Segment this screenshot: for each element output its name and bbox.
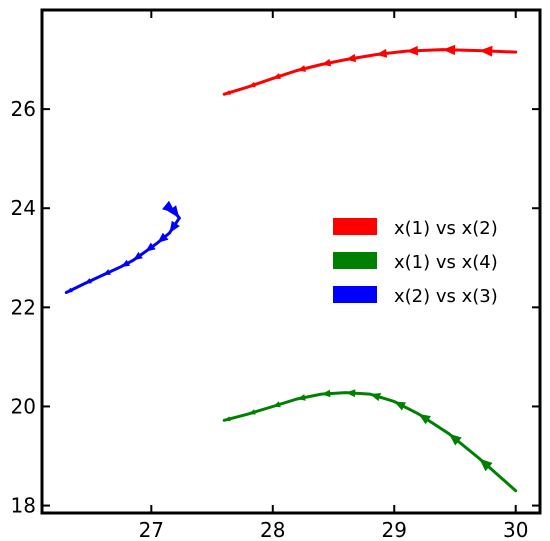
series-1-arrowhead <box>479 45 493 57</box>
series-1-arrowhead <box>345 53 357 63</box>
series-3-arrowhead <box>167 205 180 219</box>
series-2-arrowhead <box>370 393 381 402</box>
y-tick-label: 22 <box>11 295 36 319</box>
legend-label: x(1) vs x(2) <box>394 218 498 239</box>
y-tick-label: 26 <box>11 97 36 121</box>
series-3-arrowhead <box>102 269 111 276</box>
series-3-arrowhead <box>121 259 130 267</box>
series-1-arrowhead <box>406 45 418 56</box>
plot-frame <box>40 8 542 515</box>
legend: x(1) vs x(2) x(1) vs x(4) x(2) vs x(3) <box>333 218 498 307</box>
series-2-arrowhead <box>297 394 306 401</box>
series-1-arrowhead <box>224 90 231 95</box>
series-3-arrowhead <box>169 220 180 233</box>
series-3-arrowhead <box>145 242 156 252</box>
series-2-arrowhead <box>448 433 462 446</box>
series-2-arrowhead <box>248 409 256 415</box>
y-tick-label: 18 <box>11 494 36 518</box>
series-2-arrowhead <box>224 416 231 422</box>
series-2-arrowhead <box>479 458 493 472</box>
tick-layer: 27 28 29 30 18 20 22 24 26 <box>11 10 540 541</box>
series-1-arrowhead <box>442 44 456 56</box>
legend-label: x(1) vs x(4) <box>394 252 498 273</box>
series-1-arrowhead <box>376 48 388 58</box>
legend-swatch <box>333 286 377 303</box>
y-tick-label: 24 <box>11 196 36 220</box>
series-2-arrowhead <box>418 413 431 425</box>
x-tick-label: 29 <box>382 518 407 541</box>
series-layer <box>64 44 518 493</box>
series-line-2 <box>222 391 518 493</box>
series-line-3 <box>64 206 182 294</box>
series-3-arrowhead <box>133 251 143 261</box>
series-2-arrowhead <box>394 401 406 411</box>
series-1-arrowhead <box>321 58 332 67</box>
legend-swatch <box>333 252 377 269</box>
series-2-arrowhead <box>345 389 356 398</box>
x-tick-label: 30 <box>503 518 528 541</box>
x-tick-label: 27 <box>139 518 164 541</box>
x-tick-label: 28 <box>260 518 285 541</box>
series-3-arrowhead <box>157 232 169 243</box>
legend-label: x(2) vs x(3) <box>394 286 498 307</box>
series-3-arrowhead <box>84 278 92 284</box>
series-2-arrowhead <box>272 401 281 408</box>
series-2-arrowhead <box>321 389 331 398</box>
series-line-1 <box>222 48 518 96</box>
series-1-arrowhead <box>297 65 306 72</box>
y-tick-label: 20 <box>11 394 36 418</box>
series-3-arrowhead <box>66 287 73 293</box>
legend-swatch <box>333 218 377 235</box>
series-1-arrowhead <box>272 73 281 80</box>
series-1-arrowhead <box>248 81 256 88</box>
